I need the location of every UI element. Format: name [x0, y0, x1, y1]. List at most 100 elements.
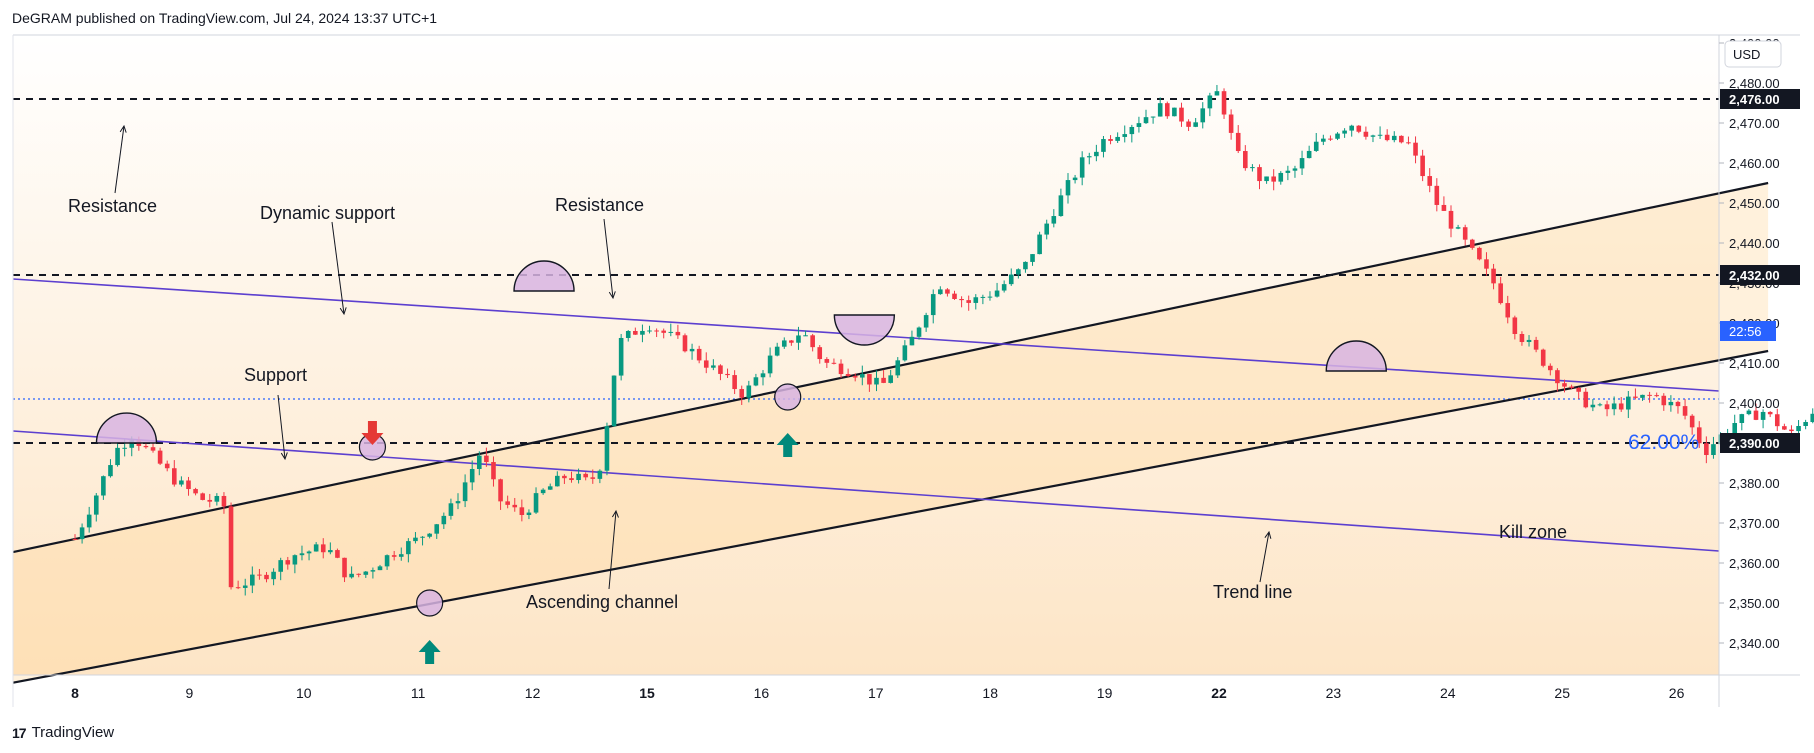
candle-body: [711, 365, 716, 368]
candle-body: [696, 348, 702, 361]
candle-body: [1562, 383, 1567, 387]
footer-brand[interactable]: 17 TradingView: [12, 724, 114, 741]
candle-body: [335, 550, 340, 558]
candle-body: [1363, 131, 1369, 137]
candle-body: [1086, 156, 1092, 158]
candle-body: [611, 375, 617, 427]
candle-body: [1696, 427, 1702, 444]
dynamic-support-pointer: [331, 221, 345, 315]
candle-body: [1760, 411, 1766, 420]
candle-body: [72, 539, 78, 540]
candle-body: [1548, 365, 1553, 371]
annotation-label-kill-zone: Kill zone: [1499, 522, 1567, 542]
candle-body: [590, 477, 596, 479]
candle-body: [874, 377, 879, 385]
candle-body: [292, 555, 298, 565]
resistance-pointer-2: [603, 218, 614, 299]
candle-body: [668, 331, 674, 333]
candle-body: [952, 293, 957, 299]
candle-body: [1746, 410, 1752, 415]
y-tick-label: 2,380.00: [1729, 476, 1780, 491]
candle-body: [1306, 150, 1312, 159]
candle-body: [625, 330, 631, 338]
candle-body: [1782, 426, 1787, 430]
candle-body: [1108, 139, 1113, 141]
candle-body: [547, 486, 553, 490]
y-tick-label: 2,440.00: [1729, 236, 1780, 251]
candle-body: [1044, 223, 1050, 235]
candle-body: [732, 375, 737, 390]
ascending-channel-pointer: [608, 510, 617, 590]
candle-body: [1739, 414, 1745, 424]
candle-body: [1767, 411, 1773, 415]
candle-body: [703, 360, 709, 368]
candle-body: [250, 574, 255, 586]
reaction-circle: [774, 383, 802, 411]
lower-trend-line: [12, 430, 1720, 552]
candle-body: [1342, 130, 1347, 134]
candle-body: [271, 571, 276, 580]
candle-body: [1164, 103, 1170, 117]
currency-button[interactable]: [1724, 40, 1782, 68]
candle-body: [980, 296, 986, 298]
candle-body: [1569, 386, 1574, 388]
candle-body: [526, 512, 532, 515]
candle-body: [306, 551, 312, 554]
candle-body: [569, 478, 574, 481]
candle-body: [1072, 177, 1078, 181]
ascending-channel-fill: [13, 183, 1769, 683]
candle-body: [505, 501, 510, 505]
candle-body: [1150, 116, 1156, 118]
candle-body: [519, 507, 525, 515]
candle-body: [278, 560, 283, 572]
candle-body: [1370, 135, 1376, 137]
candle-body: [803, 335, 808, 337]
candle-body: [1455, 227, 1461, 229]
candle-body: [916, 327, 922, 337]
buy-arrow-icon: [418, 640, 441, 664]
candle-body: [398, 554, 404, 557]
candle-body: [1633, 396, 1638, 398]
candle-body: [1661, 395, 1667, 406]
candle-body: [1257, 167, 1262, 182]
candle-body: [895, 360, 901, 376]
candle-body: [512, 504, 518, 508]
candle-body: [1172, 107, 1177, 117]
candle-body: [462, 482, 468, 502]
candle-body: [1221, 91, 1227, 115]
ascending-channel-pointer-head: [611, 509, 619, 518]
candle-body: [448, 503, 454, 516]
trend-line-pointer-head: [1264, 530, 1272, 539]
candle-body: [498, 479, 503, 502]
resistance-pointer-1-head: [119, 124, 127, 133]
candle-body: [1597, 404, 1603, 406]
candle-body: [1037, 234, 1042, 255]
candle-body: [420, 536, 425, 538]
candle-body: [469, 469, 475, 483]
candle-body: [753, 377, 759, 386]
candle-body: [576, 473, 581, 481]
candle-body: [1413, 142, 1418, 156]
candle-body: [1399, 135, 1404, 143]
candle-body: [93, 495, 99, 515]
price-level-badge: [1720, 89, 1800, 109]
candle-body: [845, 374, 851, 377]
candle-body: [888, 375, 893, 383]
candle-body: [1448, 210, 1454, 229]
current-price-badge[interactable]: [1720, 321, 1776, 341]
annotation-label-ascending-channel: Ascending channel: [526, 592, 678, 612]
candle-body: [441, 515, 447, 525]
candle-body: [1711, 444, 1716, 456]
buy-arrow-icon: [776, 433, 799, 457]
candle-body: [384, 555, 390, 567]
candle-body: [1094, 151, 1099, 157]
candle-body: [391, 555, 397, 557]
candle-body: [86, 514, 92, 528]
candle-body: [739, 389, 745, 398]
y-tick-label: 2,410.00: [1729, 356, 1780, 371]
candle-body: [817, 347, 823, 360]
candle-body: [1533, 339, 1539, 350]
candle-body: [654, 330, 659, 332]
candle-body: [484, 455, 489, 463]
